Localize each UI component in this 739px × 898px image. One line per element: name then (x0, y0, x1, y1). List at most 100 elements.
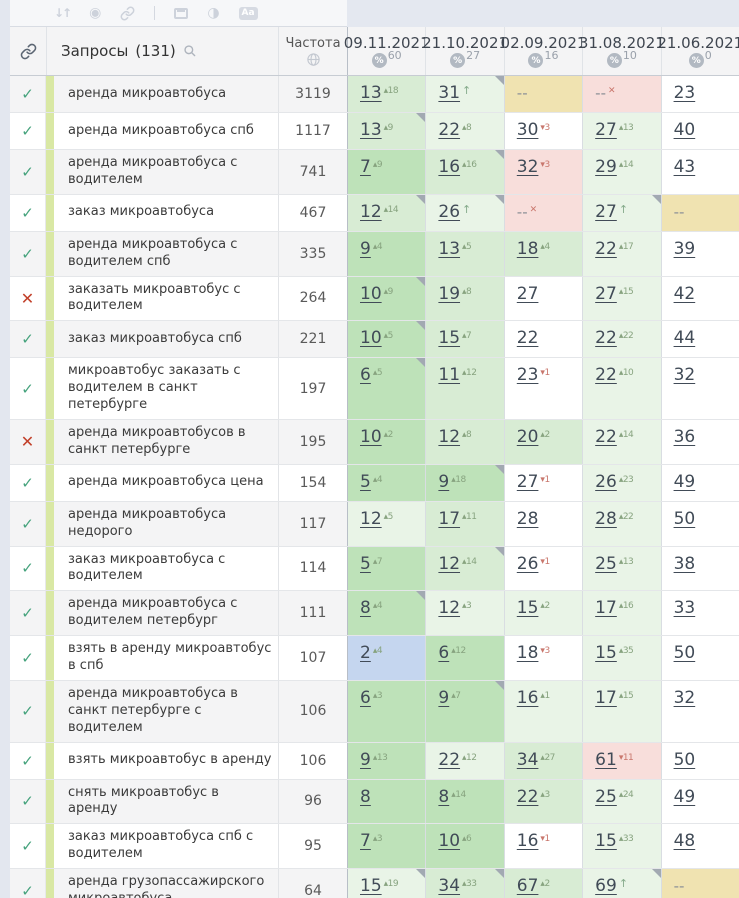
position-value[interactable]: 2 (360, 643, 371, 664)
position-cell[interactable]: 15 ▴19 (347, 869, 426, 898)
status-cell[interactable]: ✓ (10, 591, 46, 636)
status-cell[interactable]: ✓ (10, 113, 46, 149)
status-cell[interactable]: ✓ (10, 680, 46, 742)
position-cell[interactable]: 9 ▴13 (347, 742, 426, 779)
query-cell[interactable]: заказ микроавтобуса спб (46, 321, 278, 358)
position-value[interactable]: 16 (516, 831, 539, 852)
position-value[interactable]: 69 (595, 876, 617, 897)
status-cell[interactable]: ✓ (10, 358, 46, 420)
position-cell[interactable]: 13 ▴18 (347, 76, 426, 112)
position-cell[interactable]: 27 (503, 276, 583, 321)
query-cell[interactable]: аренда микроавтобуса с водителем петербу… (46, 591, 278, 636)
status-cell[interactable]: ✓ (10, 150, 46, 194)
position-value[interactable]: 13 (438, 238, 461, 259)
position-value[interactable]: 29 (595, 157, 617, 177)
position-value[interactable]: 26 (595, 471, 617, 492)
position-value[interactable]: 10 (360, 427, 382, 448)
query-cell[interactable]: аренда микроавтобуса в санкт петербурге … (46, 680, 278, 742)
position-value[interactable]: 22 (595, 427, 617, 448)
position-cell[interactable]: 39 (660, 231, 739, 276)
position-value[interactable]: 10 (360, 283, 382, 304)
position-cell[interactable]: 49 (660, 779, 739, 824)
position-cell[interactable]: 7 ▴3 (347, 824, 426, 869)
position-value[interactable]: 39 (673, 238, 696, 259)
position-cell[interactable]: 8 (347, 779, 426, 824)
position-cell[interactable]: 32 ▾3 (503, 150, 583, 194)
position-cell[interactable]: 11 ▴12 (425, 358, 504, 420)
position-cell[interactable]: 22 ▴17 (582, 231, 661, 276)
position-value[interactable]: 16 (516, 687, 539, 708)
position-value[interactable]: 6 (360, 687, 371, 708)
position-cell[interactable]: 17 ▴11 (425, 501, 504, 546)
status-cell[interactable]: ✓ (10, 869, 46, 898)
position-cell[interactable]: 25 ▴24 (582, 779, 661, 824)
position-cell[interactable]: 33 (660, 591, 739, 636)
text-style-icon[interactable]: Aa (238, 6, 258, 20)
query-cell[interactable]: аренда микроавтобуса цена (46, 464, 278, 501)
position-value[interactable]: 15 (438, 328, 461, 349)
position-value[interactable]: 15 (595, 643, 617, 664)
position-cell[interactable]: 22 (503, 321, 583, 358)
position-cell[interactable]: 13 ▴5 (425, 231, 504, 276)
link-icon[interactable] (120, 6, 135, 21)
position-value[interactable]: 32 (516, 157, 539, 177)
position-value[interactable]: 20 (516, 427, 539, 448)
position-cell[interactable]: 15 ▴7 (425, 321, 504, 358)
position-value[interactable]: 28 (516, 508, 539, 529)
position-value[interactable]: 12 (360, 201, 382, 222)
position-cell[interactable]: 22 ▴10 (582, 358, 661, 420)
position-cell[interactable]: 2 ▴4 (347, 636, 426, 680)
position-cell[interactable]: 22 ▴3 (503, 779, 583, 824)
sort-icon[interactable]: ↓↑ (54, 6, 72, 20)
status-cell[interactable]: ✓ (10, 231, 46, 276)
query-cell[interactable]: аренда микроавтобуса (46, 76, 278, 112)
position-cell[interactable]: 12 ▴14 (347, 194, 426, 231)
position-value[interactable]: 9 (438, 687, 450, 708)
query-cell[interactable]: аренда микроавтобуса с водителем спб (46, 231, 278, 276)
position-cell[interactable]: 22 ▴12 (425, 742, 504, 779)
date-column-header[interactable]: 02.09.2021 % 16 (501, 27, 586, 75)
position-cell[interactable]: 61 ▾11 (582, 742, 661, 779)
contrast-icon[interactable]: ◑ (207, 5, 220, 21)
position-value[interactable]: 67 (516, 876, 539, 897)
position-cell[interactable]: 26 ▴23 (582, 464, 661, 501)
position-value[interactable]: 15 (595, 831, 617, 852)
position-value[interactable]: 7 (360, 831, 371, 852)
position-cell[interactable]: 6 ▴12 (425, 636, 504, 680)
position-cell[interactable]: 34 ▴27 (503, 742, 583, 779)
query-cell[interactable]: снять микроавтобус в аренду (46, 779, 278, 824)
position-cell[interactable]: 5 ▴4 (347, 464, 426, 501)
position-value[interactable]: 6 (360, 365, 371, 386)
position-cell[interactable]: 12 ▴5 (347, 501, 426, 546)
status-cell[interactable]: ✕ (10, 420, 46, 464)
position-cell[interactable]: 34 ▴33 (425, 869, 504, 898)
status-cell[interactable]: ✓ (10, 546, 46, 591)
position-cell[interactable]: 12 ▴14 (425, 546, 504, 591)
position-value[interactable]: 28 (595, 508, 617, 529)
position-value[interactable]: 22 (438, 120, 461, 140)
position-cell[interactable]: 22 ▴22 (582, 321, 661, 358)
position-value[interactable]: 30 (516, 120, 539, 140)
position-cell[interactable]: 32 (660, 680, 739, 742)
position-value[interactable]: 25 (595, 786, 617, 807)
position-value[interactable]: 15 (516, 598, 539, 619)
position-cell[interactable]: 44 (660, 321, 739, 358)
query-cell[interactable]: аренда грузопассажирского микроавтобуса (46, 869, 278, 898)
position-cell[interactable]: 26 ↑ (425, 194, 504, 231)
query-cell[interactable]: заказ микроавтобуса спб с водителем (46, 824, 278, 869)
position-value[interactable]: 26 (438, 201, 461, 222)
query-cell[interactable]: аренда микроавтобусов в санкт петербурге (46, 420, 278, 464)
position-cell[interactable]: 9 ▴4 (347, 231, 426, 276)
position-value[interactable]: 26 (516, 553, 539, 574)
position-value[interactable]: 13 (360, 120, 382, 140)
position-value[interactable]: 38 (673, 553, 696, 574)
position-value[interactable]: 11 (438, 365, 461, 386)
position-value[interactable]: 17 (438, 508, 461, 529)
position-value[interactable]: 50 (673, 749, 696, 770)
position-value[interactable]: 33 (673, 598, 696, 619)
position-cell[interactable]: 6 ▴3 (347, 680, 426, 742)
position-value[interactable]: 12 (438, 598, 461, 619)
position-cell[interactable]: 19 ▴8 (425, 276, 504, 321)
position-cell[interactable]: 16 ▴16 (425, 150, 504, 194)
position-value[interactable]: 12 (438, 427, 461, 448)
